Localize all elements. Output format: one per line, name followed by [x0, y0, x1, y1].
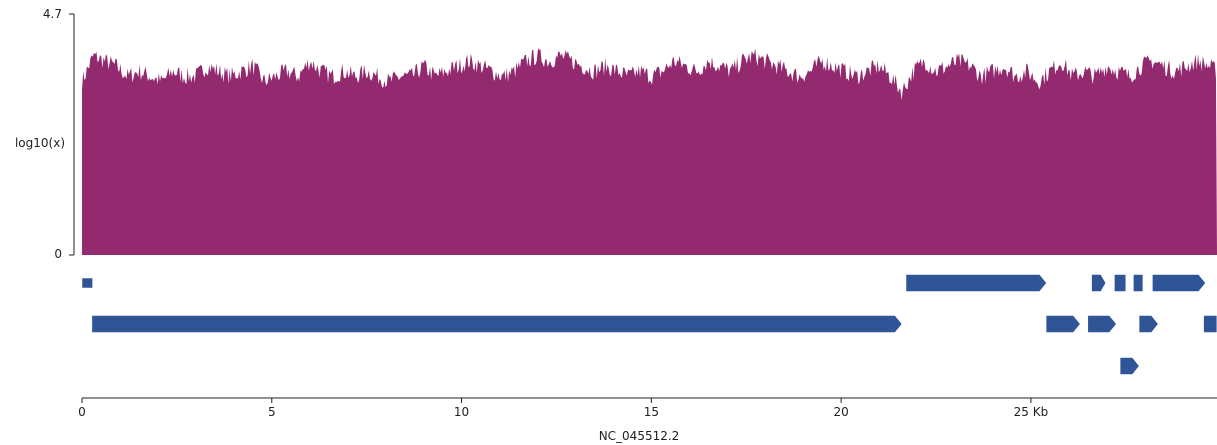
feature-tracks — [81, 274, 1217, 375]
feature-arrow-1 — [905, 274, 1047, 292]
x-axis-label: NC_045512.2 — [599, 429, 680, 443]
feature-arrow-4 — [1133, 274, 1144, 292]
x-tick-label-5: 25 Kb — [1014, 405, 1049, 419]
feature-arrow-2 — [1091, 274, 1106, 292]
feature-arrow-10 — [1203, 315, 1217, 333]
x-tick-label-1: 5 — [268, 405, 276, 419]
feature-arrow-0 — [81, 277, 93, 289]
feature-arrow-9 — [1138, 315, 1159, 333]
x-ticks: 0 5 10 15 20 25 Kb — [78, 398, 1048, 419]
y-axis-label: log10(x) — [15, 136, 65, 150]
coverage-area-layer — [82, 48, 1217, 256]
feature-arrow-11 — [1119, 357, 1140, 375]
feature-arrow-6 — [91, 315, 903, 333]
x-tick-label-3: 15 — [644, 405, 659, 419]
coverage-area — [82, 48, 1217, 256]
y-tick-label-top: 4.7 — [43, 7, 62, 21]
feature-arrow-7 — [1045, 315, 1081, 333]
y-tick-label-bottom: 0 — [54, 247, 62, 261]
feature-arrow-8 — [1087, 315, 1117, 333]
x-tick-label-2: 10 — [454, 405, 469, 419]
x-tick-label-4: 20 — [833, 405, 848, 419]
feature-arrow-5 — [1152, 274, 1206, 292]
feature-arrow-3 — [1114, 274, 1127, 292]
x-tick-label-0: 0 — [78, 405, 86, 419]
